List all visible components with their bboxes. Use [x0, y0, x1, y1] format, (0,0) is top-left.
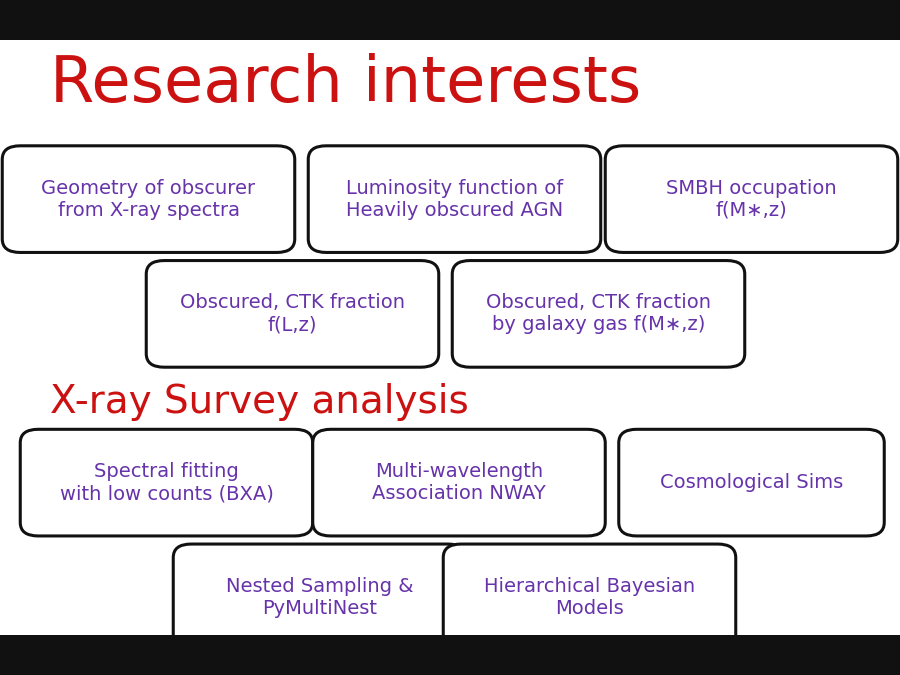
- FancyBboxPatch shape: [147, 261, 439, 367]
- Text: Spectral fitting
with low counts (BXA): Spectral fitting with low counts (BXA): [59, 462, 274, 503]
- FancyBboxPatch shape: [453, 261, 745, 367]
- FancyBboxPatch shape: [3, 146, 294, 252]
- Text: Research interests: Research interests: [50, 53, 641, 115]
- Text: Cosmological Sims: Cosmological Sims: [660, 473, 843, 492]
- Text: Obscured, CTK fraction
f(L,z): Obscured, CTK fraction f(L,z): [180, 294, 405, 334]
- Text: X-ray Survey analysis: X-ray Survey analysis: [50, 383, 468, 421]
- FancyBboxPatch shape: [21, 429, 313, 536]
- FancyBboxPatch shape: [605, 146, 898, 252]
- FancyBboxPatch shape: [173, 544, 466, 651]
- FancyBboxPatch shape: [313, 429, 605, 536]
- FancyBboxPatch shape: [308, 146, 601, 252]
- FancyBboxPatch shape: [0, 0, 900, 40]
- FancyBboxPatch shape: [444, 544, 736, 651]
- Text: Geometry of obscurer
from X-ray spectra: Geometry of obscurer from X-ray spectra: [41, 179, 256, 219]
- Text: Hierarchical Bayesian
Models: Hierarchical Bayesian Models: [484, 577, 695, 618]
- Text: Nested Sampling &
PyMultiNest: Nested Sampling & PyMultiNest: [226, 577, 413, 618]
- Text: Multi-wavelength
Association NWAY: Multi-wavelength Association NWAY: [372, 462, 546, 503]
- FancyBboxPatch shape: [619, 429, 884, 536]
- Text: Obscured, CTK fraction
by galaxy gas f(M∗,z): Obscured, CTK fraction by galaxy gas f(M…: [486, 294, 711, 334]
- FancyBboxPatch shape: [0, 635, 900, 675]
- Text: SMBH occupation
f(M∗,z): SMBH occupation f(M∗,z): [666, 179, 837, 219]
- Text: Luminosity function of
Heavily obscured AGN: Luminosity function of Heavily obscured …: [346, 179, 563, 219]
